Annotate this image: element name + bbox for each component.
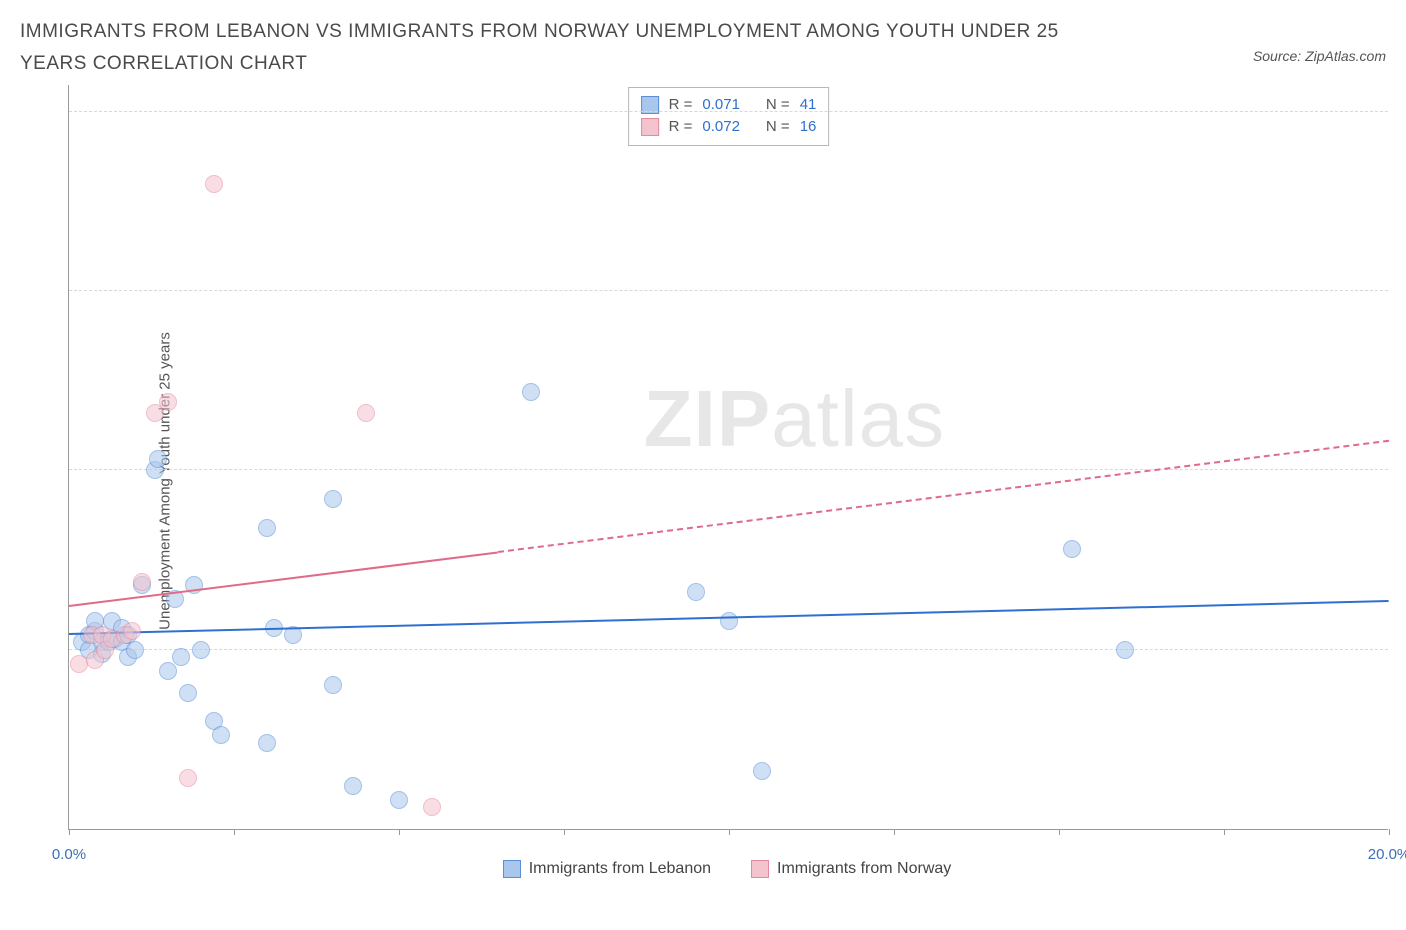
r-label: R = [669, 116, 693, 139]
gridline [69, 290, 1388, 291]
x-tick [1389, 829, 1390, 835]
legend-label: Immigrants from Lebanon [529, 860, 711, 878]
n-value: 41 [800, 94, 817, 117]
data-point [357, 404, 375, 422]
data-point [753, 762, 771, 780]
data-point [1063, 540, 1081, 558]
data-point [123, 622, 141, 640]
data-point [172, 648, 190, 666]
x-tick [564, 829, 565, 835]
legend-swatch [751, 860, 769, 878]
data-point [205, 175, 223, 193]
data-point [258, 734, 276, 752]
source-label: Source: ZipAtlas.com [1253, 48, 1386, 64]
r-label: R = [669, 94, 693, 117]
stats-legend-row: R = 0.072 N = 16 [641, 116, 817, 139]
x-tick-label: 0.0% [52, 846, 86, 863]
chart-area: Unemployment Among Youth under 25 years … [20, 85, 1386, 878]
data-point [159, 662, 177, 680]
trend-line [69, 600, 1389, 635]
x-tick [1224, 829, 1225, 835]
gridline [69, 649, 1388, 650]
data-point [133, 573, 151, 591]
data-point [324, 676, 342, 694]
n-label: N = [766, 116, 790, 139]
scatter-plot: ZIPatlas R =0.071N =41R =0.072N =16 12.5… [68, 85, 1388, 830]
n-label: N = [766, 94, 790, 117]
legend-swatch [641, 118, 659, 136]
x-tick [729, 829, 730, 835]
data-point [423, 798, 441, 816]
trend-line [498, 440, 1389, 553]
data-point [179, 684, 197, 702]
data-point [324, 490, 342, 508]
legend-item: Immigrants from Lebanon [503, 860, 711, 878]
data-point [1116, 641, 1134, 659]
n-value: 16 [800, 116, 817, 139]
data-point [192, 641, 210, 659]
data-point [70, 655, 88, 673]
data-point [258, 519, 276, 537]
data-point [344, 777, 362, 795]
x-tick [234, 829, 235, 835]
data-point [212, 726, 230, 744]
data-point [720, 612, 738, 630]
stats-legend-row: R = 0.071 N = 41 [641, 94, 817, 117]
r-value: 0.071 [702, 94, 740, 117]
x-tick [399, 829, 400, 835]
watermark: ZIPatlas [644, 373, 945, 465]
data-point [159, 393, 177, 411]
x-tick [69, 829, 70, 835]
data-point [390, 791, 408, 809]
data-point [522, 383, 540, 401]
gridline [69, 469, 1388, 470]
x-tick-label: 20.0% [1368, 846, 1406, 863]
data-point [687, 583, 705, 601]
data-point [149, 450, 167, 468]
gridline [69, 111, 1388, 112]
stats-legend: R = 0.071 N = 41 R = 0.072 N = 16 [628, 87, 830, 146]
legend-swatch [503, 860, 521, 878]
chart-title: IMMIGRANTS FROM LEBANON VS IMMIGRANTS FR… [20, 16, 1120, 81]
data-point [179, 769, 197, 787]
series-legend: Immigrants from Lebanon Immigrants from N… [68, 860, 1386, 878]
x-tick [894, 829, 895, 835]
r-value: 0.072 [702, 116, 740, 139]
x-tick [1059, 829, 1060, 835]
legend-item: Immigrants from Norway [751, 860, 951, 878]
legend-label: Immigrants from Norway [777, 860, 951, 878]
